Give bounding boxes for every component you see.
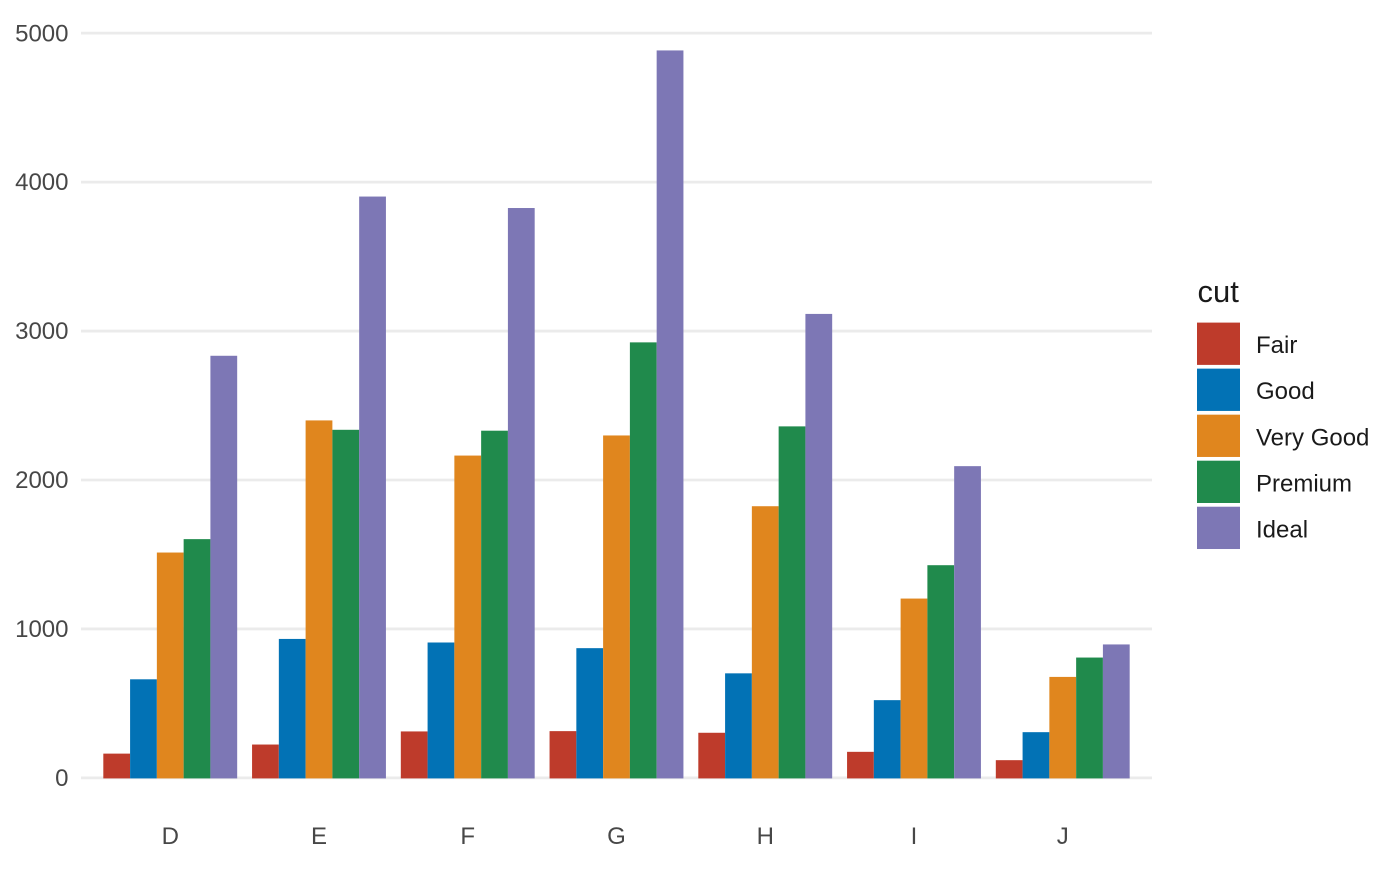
svg-text:4000: 4000 xyxy=(15,169,68,196)
svg-text:5000: 5000 xyxy=(15,20,68,47)
svg-text:I: I xyxy=(911,823,918,850)
svg-text:0: 0 xyxy=(55,765,68,792)
svg-text:2000: 2000 xyxy=(15,467,68,494)
svg-text:Premium: Premium xyxy=(1256,470,1352,497)
svg-text:F: F xyxy=(460,823,475,850)
svg-text:Fair: Fair xyxy=(1256,332,1297,359)
svg-text:cut: cut xyxy=(1198,274,1240,309)
svg-text:Good: Good xyxy=(1256,378,1315,405)
svg-text:H: H xyxy=(757,823,774,850)
svg-text:3000: 3000 xyxy=(15,318,68,345)
svg-text:D: D xyxy=(162,823,179,850)
svg-text:1000: 1000 xyxy=(15,616,68,643)
svg-text:G: G xyxy=(607,823,626,850)
svg-text:Very Good: Very Good xyxy=(1256,424,1369,451)
svg-text:Ideal: Ideal xyxy=(1256,516,1308,543)
svg-text:E: E xyxy=(311,823,327,850)
svg-text:J: J xyxy=(1057,823,1069,850)
